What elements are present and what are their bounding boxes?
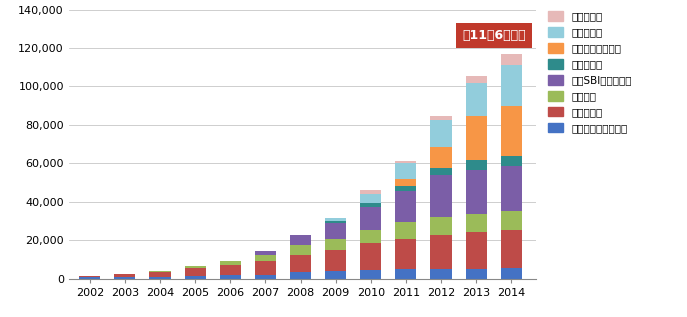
Bar <box>501 54 522 65</box>
Bar <box>255 255 276 261</box>
Bar <box>466 83 486 116</box>
Legend: セブン銀行, イオン銀行, 大和ネクスト銀行, じぶん銀行, 住信SBIネット銀行, 楽天銀行, ソニー銀行, ジャパンネット銀行: セブン銀行, イオン銀行, 大和ネクスト銀行, じぶん銀行, 住信SBIネット銀… <box>545 9 634 135</box>
Bar <box>431 120 451 147</box>
Bar <box>431 235 451 269</box>
Bar <box>360 203 381 207</box>
Bar <box>220 275 241 279</box>
Bar <box>325 218 346 221</box>
Bar <box>395 179 416 186</box>
Bar <box>501 156 522 166</box>
Bar <box>185 267 205 268</box>
Bar <box>360 191 381 194</box>
Bar <box>360 230 381 243</box>
Bar <box>220 265 241 275</box>
Text: 約11兆6千億円: 約11兆6千億円 <box>462 29 526 42</box>
Bar <box>150 277 170 279</box>
Bar <box>325 271 346 279</box>
Bar <box>79 277 100 279</box>
Bar <box>360 207 381 230</box>
Bar <box>501 268 522 279</box>
Bar <box>466 214 486 232</box>
Bar <box>255 251 276 255</box>
Bar <box>466 160 486 170</box>
Bar <box>79 276 100 277</box>
Bar <box>431 217 451 235</box>
Bar <box>466 232 486 269</box>
Bar <box>114 274 135 277</box>
Bar <box>395 164 416 179</box>
Bar <box>431 175 451 217</box>
Bar <box>431 269 451 279</box>
Bar <box>325 239 346 250</box>
Bar <box>501 65 522 106</box>
Bar <box>395 269 416 279</box>
Bar <box>114 277 135 279</box>
Bar <box>290 235 311 245</box>
Bar <box>360 243 381 270</box>
Bar <box>431 116 451 120</box>
Bar <box>431 168 451 175</box>
Bar <box>150 271 170 272</box>
Bar <box>501 230 522 268</box>
Bar <box>290 272 311 279</box>
Bar <box>360 270 381 279</box>
Bar <box>290 255 311 272</box>
Bar <box>395 161 416 164</box>
Bar <box>466 75 486 83</box>
Bar <box>325 223 346 239</box>
Bar <box>466 116 486 160</box>
Bar <box>501 106 522 156</box>
Bar <box>360 194 381 203</box>
Bar <box>431 147 451 168</box>
Bar <box>466 170 486 214</box>
Bar <box>395 186 416 191</box>
Bar <box>150 272 170 277</box>
Bar <box>501 210 522 230</box>
Bar <box>185 276 205 279</box>
Bar <box>185 268 205 276</box>
Bar <box>501 166 522 210</box>
Bar <box>220 261 241 265</box>
Bar <box>395 239 416 269</box>
Bar <box>395 222 416 239</box>
Bar <box>290 245 311 255</box>
Bar <box>325 250 346 271</box>
Bar <box>325 221 346 223</box>
Bar <box>255 261 276 275</box>
Bar <box>395 191 416 222</box>
Bar <box>466 269 486 279</box>
Bar <box>255 275 276 279</box>
